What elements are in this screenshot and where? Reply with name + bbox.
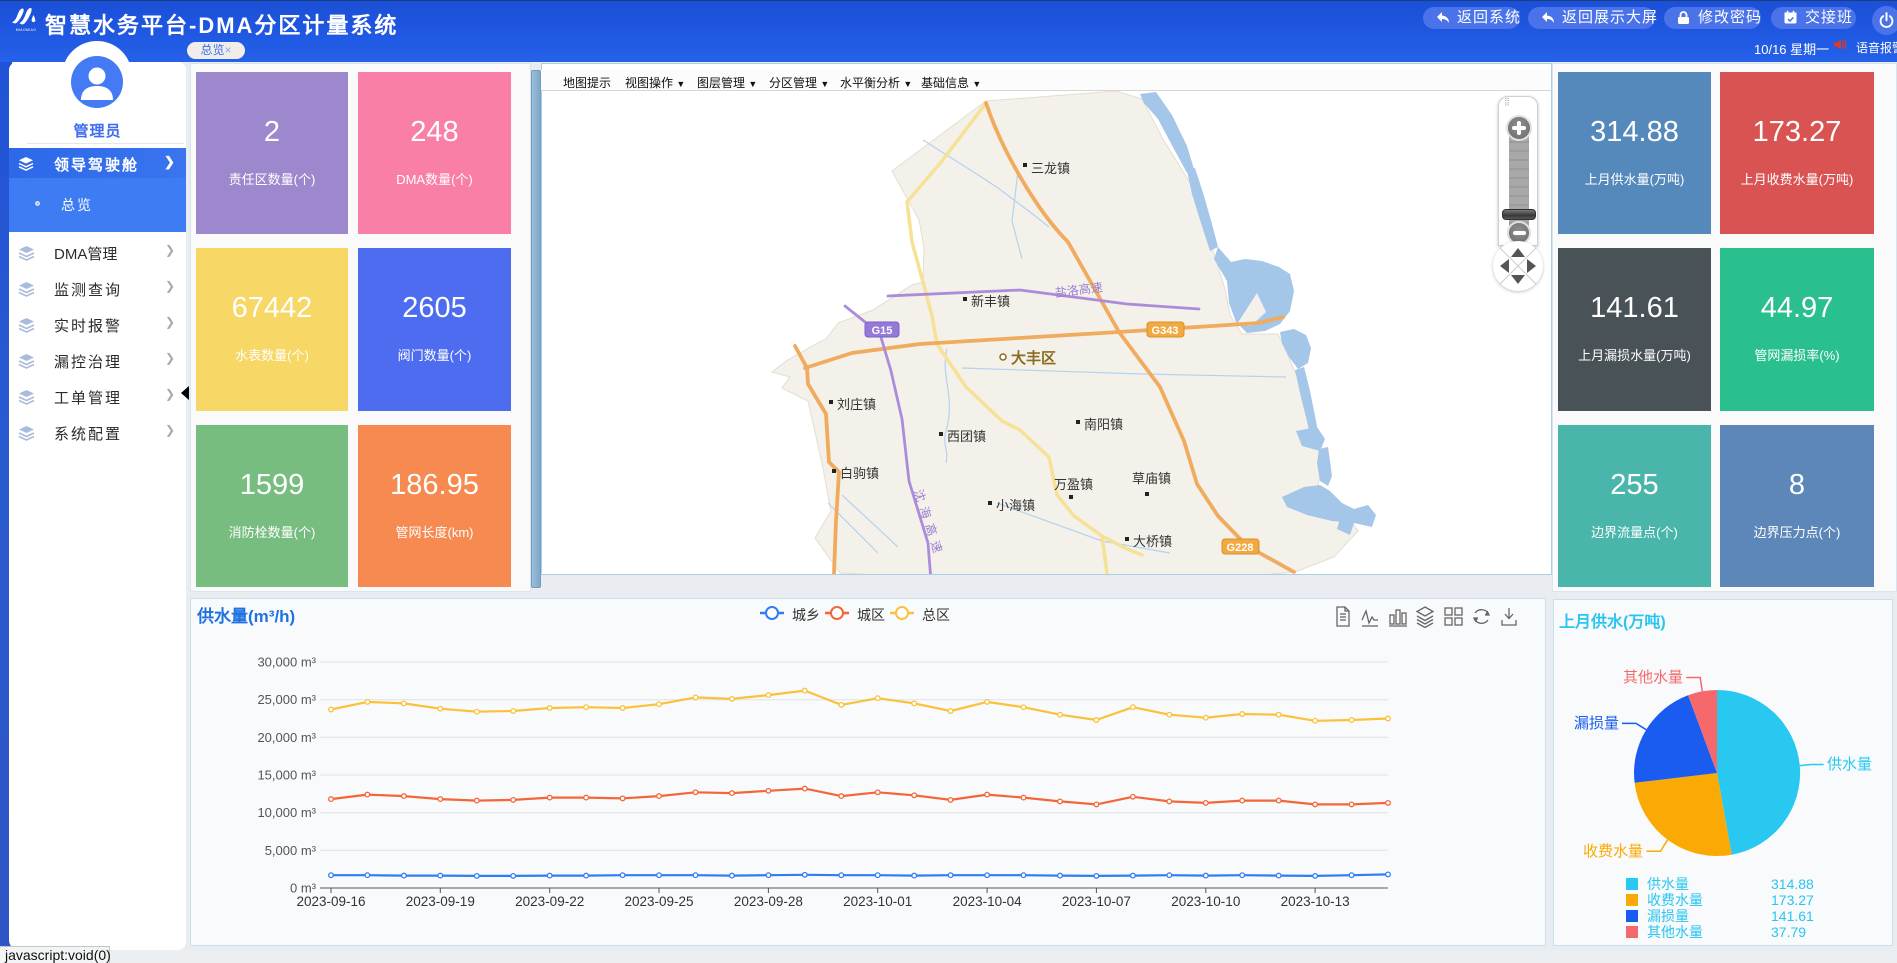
svg-text:收费水量: 收费水量 [1583, 843, 1643, 860]
svg-text:10,000 m³: 10,000 m³ [257, 805, 316, 820]
svg-text:173.27: 173.27 [1771, 892, 1814, 908]
svg-text:新丰镇: 新丰镇 [971, 294, 1010, 309]
svg-text:2023-09-25: 2023-09-25 [624, 894, 693, 909]
svg-text:37.79: 37.79 [1771, 924, 1806, 940]
svg-text:收费水量: 收费水量 [1647, 892, 1703, 908]
svg-text:2023-09-16: 2023-09-16 [296, 894, 365, 909]
svg-text:2023-10-10: 2023-10-10 [1171, 894, 1240, 909]
svg-text:三龙镇: 三龙镇 [1031, 161, 1070, 176]
svg-text:20,000 m³: 20,000 m³ [257, 730, 316, 745]
svg-text:南阳镇: 南阳镇 [1084, 417, 1123, 432]
svg-text:供水量: 供水量 [1827, 756, 1872, 773]
svg-text:大桥镇: 大桥镇 [1133, 534, 1172, 549]
svg-text:大丰区: 大丰区 [1011, 349, 1056, 367]
svg-text:2023-10-04: 2023-10-04 [953, 894, 1023, 909]
svg-text:G343: G343 [1152, 325, 1179, 337]
svg-text:其他水量: 其他水量 [1647, 924, 1703, 940]
svg-text:西团镇: 西团镇 [947, 429, 986, 444]
svg-text:漏损量: 漏损量 [1647, 908, 1689, 924]
svg-text:5,000 m³: 5,000 m³ [265, 843, 317, 858]
svg-text:草庙镇: 草庙镇 [1132, 471, 1171, 486]
svg-text:小海镇: 小海镇 [996, 498, 1035, 513]
svg-text:2023-10-01: 2023-10-01 [843, 894, 912, 909]
svg-text:141.61: 141.61 [1771, 908, 1814, 924]
svg-text:万盈镇: 万盈镇 [1054, 477, 1093, 492]
svg-text:刘庄镇: 刘庄镇 [837, 397, 876, 412]
svg-text:25,000 m³: 25,000 m³ [257, 692, 316, 707]
svg-text:MIAOMIAO: MIAOMIAO [16, 28, 37, 32]
svg-text:2023-09-22: 2023-09-22 [515, 894, 584, 909]
svg-text:供水量: 供水量 [1647, 876, 1689, 892]
svg-text:2023-09-19: 2023-09-19 [406, 894, 475, 909]
svg-text:G15: G15 [872, 325, 893, 337]
svg-text:G228: G228 [1227, 542, 1254, 554]
svg-text:314.88: 314.88 [1771, 876, 1814, 892]
svg-text:2023-10-13: 2023-10-13 [1281, 894, 1350, 909]
svg-text:漏损量: 漏损量 [1574, 715, 1619, 732]
svg-text:白驹镇: 白驹镇 [840, 466, 879, 481]
svg-text:2023-10-07: 2023-10-07 [1062, 894, 1131, 909]
svg-text:其他水量: 其他水量 [1623, 669, 1683, 686]
svg-text:0 m³: 0 m³ [290, 881, 317, 896]
svg-text:15,000 m³: 15,000 m³ [257, 768, 316, 783]
svg-text:30,000 m³: 30,000 m³ [257, 655, 316, 670]
svg-text:2023-09-28: 2023-09-28 [734, 894, 803, 909]
svg-text:盐洛高速: 盐洛高速 [1054, 279, 1103, 300]
